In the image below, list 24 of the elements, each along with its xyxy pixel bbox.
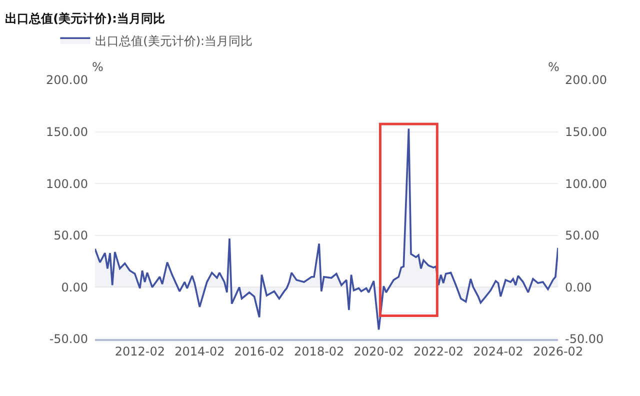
legend-label: 出口总值(美元计价):当月同比 bbox=[95, 34, 253, 48]
y-tick-label: -50.00 bbox=[49, 332, 88, 346]
x-tick-label: 2014-02 bbox=[174, 344, 225, 358]
y2-tick-label: 150.00 bbox=[565, 125, 607, 139]
y2-tick-label: -50.00 bbox=[565, 332, 604, 346]
x-tick-label: 2018-02 bbox=[294, 344, 344, 358]
y-tick-label: 200.00 bbox=[46, 73, 88, 88]
y2-tick-label: 200.00 bbox=[565, 73, 607, 88]
x-tick-label: 2020-02 bbox=[354, 344, 404, 358]
y-tick-label: 0.00 bbox=[61, 280, 88, 294]
y-axis-title: % bbox=[92, 60, 104, 74]
x-tick-label: 2026-02 bbox=[532, 344, 584, 358]
y-tick-label: 100.00 bbox=[46, 176, 88, 191]
x-tick-label: 2016-02 bbox=[234, 344, 284, 358]
x-tick-label: 2012-02 bbox=[114, 344, 165, 358]
x-tick-label: 2024-02 bbox=[473, 344, 524, 358]
x-tick-label: 2022-02 bbox=[413, 344, 464, 358]
chart-title: 出口总值(美元计价):当月同比 bbox=[5, 11, 165, 26]
y2-tick-label: 0.00 bbox=[565, 280, 592, 294]
y-tick-label: 50.00 bbox=[54, 228, 88, 243]
y2-tick-label: 50.00 bbox=[565, 228, 600, 243]
y2-axis-title: % bbox=[548, 60, 560, 74]
y-tick-label: 150.00 bbox=[46, 125, 88, 139]
y2-tick-label: 100.00 bbox=[565, 176, 607, 191]
